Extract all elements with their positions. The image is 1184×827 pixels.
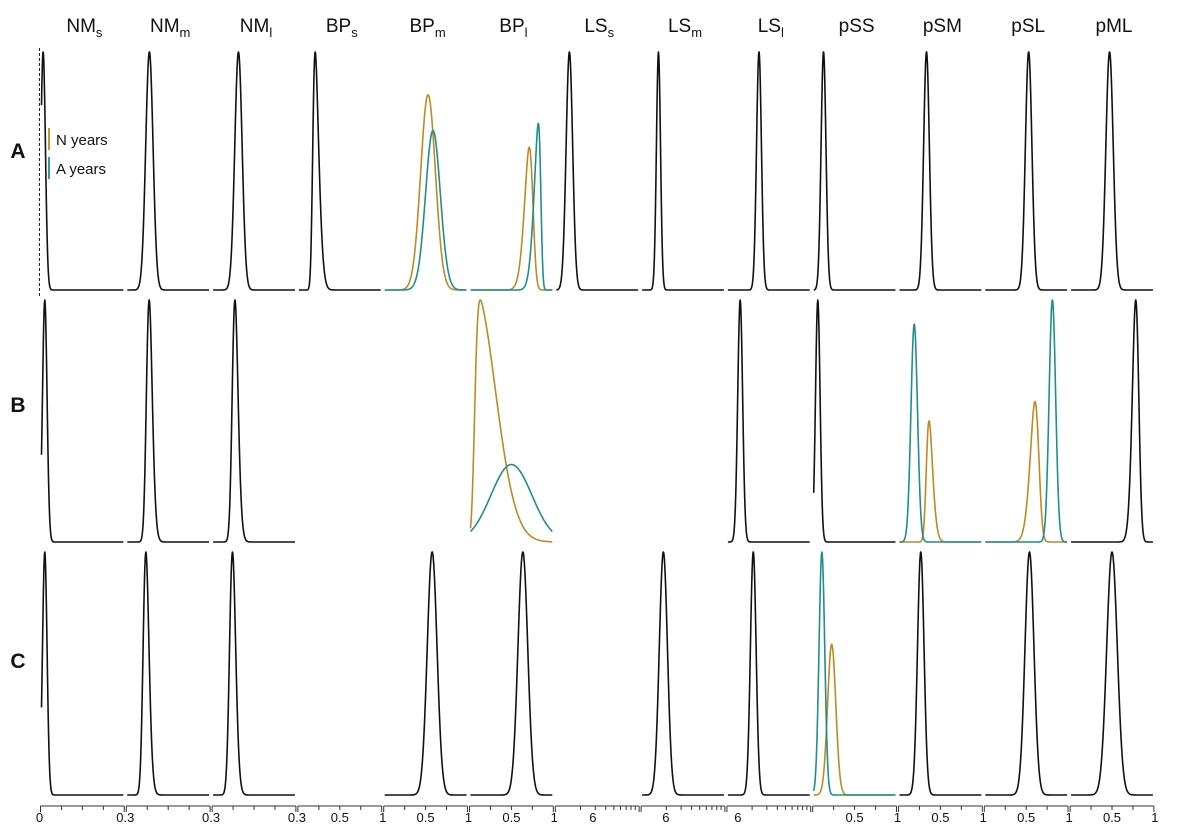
density-curve-b-11-n-years bbox=[899, 420, 982, 543]
column-title-7: LSs bbox=[584, 16, 614, 40]
density-curve-a-5-a-years bbox=[384, 129, 467, 291]
density-curve-b-3-single bbox=[212, 299, 296, 543]
x-tick-label: 1 bbox=[551, 810, 558, 825]
density-curve-a-3-single bbox=[212, 51, 296, 291]
density-curve-b-9-single bbox=[727, 299, 811, 543]
density-curves bbox=[40, 51, 1154, 796]
density-curve-c-10-a-years bbox=[812, 551, 896, 796]
density-curve-c-2-single bbox=[126, 551, 210, 796]
x-tick-label: 0.3 bbox=[202, 810, 220, 825]
density-curve-a-7-single bbox=[555, 51, 639, 291]
density-curve-b-13-single bbox=[1070, 299, 1154, 543]
column-title-2: NMm bbox=[150, 16, 190, 40]
x-tick-label: 0.3 bbox=[116, 810, 134, 825]
x-tick-label: 0.5 bbox=[931, 810, 949, 825]
density-curve-c-11-single bbox=[899, 551, 982, 796]
x-tick-label: 1 bbox=[379, 810, 386, 825]
density-curve-b-10-single bbox=[812, 299, 896, 543]
density-curve-c-9-single bbox=[727, 551, 811, 796]
x-tick-label: 0.5 bbox=[1017, 810, 1035, 825]
x-tick-label: 0.5 bbox=[846, 810, 864, 825]
legend-label-n-years: N years bbox=[56, 132, 108, 149]
x-tick-label: 1 bbox=[980, 810, 987, 825]
density-curve-c-13-single bbox=[1070, 551, 1154, 796]
x-tick-label: 6 bbox=[589, 810, 596, 825]
x-tick-label: 0.5 bbox=[331, 810, 349, 825]
x-tick-label: 0.5 bbox=[502, 810, 520, 825]
row-label-a: A bbox=[10, 140, 25, 163]
density-curve-a-9-single bbox=[727, 51, 811, 291]
row-label-b: B bbox=[10, 394, 25, 417]
legend: N years A years bbox=[48, 128, 108, 179]
column-title-5: BPm bbox=[409, 16, 445, 40]
row-labels: A B C bbox=[10, 140, 25, 673]
density-curve-b-6-a-years bbox=[469, 463, 553, 533]
x-tick-label: 0.5 bbox=[417, 810, 435, 825]
x-axis: 0 0.3 0.3 0.3 0.5 1 0.5 1 0.5 1 6 6 6 0.5 1 0.5 1 0.5 1 0.5… bbox=[36, 805, 1159, 825]
column-title-9: LSl bbox=[758, 16, 784, 40]
density-curve-b-12-n-years bbox=[984, 400, 1068, 543]
x-tick-label: 6 bbox=[734, 810, 741, 825]
column-title-3: NMl bbox=[240, 16, 273, 40]
x-tick-label: 1 bbox=[894, 810, 901, 825]
x-tick-label: 1 bbox=[1065, 810, 1072, 825]
legend-label-a-years: A years bbox=[56, 161, 106, 178]
column-title-12: pSL bbox=[1011, 16, 1045, 37]
density-curve-b-12-a-years bbox=[984, 299, 1068, 543]
x-tick-label: 0.5 bbox=[1103, 810, 1121, 825]
density-curve-a-2-single bbox=[126, 51, 210, 291]
density-curve-c-1-single bbox=[40, 551, 124, 796]
x-tick-label: 0.3 bbox=[288, 810, 306, 825]
x-tick-label: 0 bbox=[36, 810, 43, 825]
density-curve-a-11-single bbox=[899, 51, 982, 291]
column-title-8: LSm bbox=[668, 16, 702, 40]
column-title-11: pSM bbox=[923, 16, 962, 37]
density-curve-a-1-single bbox=[40, 51, 124, 291]
density-curve-b-11-a-years bbox=[899, 323, 982, 543]
x-tick-label: 1 bbox=[465, 810, 472, 825]
density-curve-a-12-single bbox=[984, 51, 1068, 291]
density-curve-a-10-single bbox=[813, 51, 896, 291]
row-label-c: C bbox=[10, 650, 25, 673]
density-curve-c-6-single bbox=[470, 551, 553, 796]
density-curve-c-8-single bbox=[641, 551, 725, 796]
density-curve-c-3-single bbox=[212, 551, 296, 796]
column-title-1: NMs bbox=[66, 16, 103, 40]
x-tick-label: 1 bbox=[1151, 810, 1158, 825]
density-curve-b-2-single bbox=[126, 299, 210, 543]
density-curve-a-8-single bbox=[641, 51, 725, 291]
density-curve-a-6-a-years bbox=[470, 122, 553, 291]
x-tick-label: 6 bbox=[662, 810, 669, 825]
density-curve-b-1-single bbox=[40, 299, 124, 543]
density-curve-a-13-single bbox=[1070, 51, 1154, 291]
density-curve-c-5-single bbox=[384, 551, 467, 796]
column-title-13: pML bbox=[1096, 16, 1133, 37]
density-curve-b-6-n-years bbox=[469, 299, 553, 543]
column-title-6: BPl bbox=[499, 16, 527, 40]
column-title-4: BPs bbox=[326, 16, 358, 40]
column-titles: NMs NMm NMl BPs BPm BPl LSs LSm LSl pSS pSM pSL pML bbox=[66, 16, 1132, 40]
density-curve-a-4-single bbox=[298, 51, 382, 291]
density-curve-c-12-single bbox=[984, 551, 1068, 796]
column-title-10: pSS bbox=[839, 16, 875, 37]
